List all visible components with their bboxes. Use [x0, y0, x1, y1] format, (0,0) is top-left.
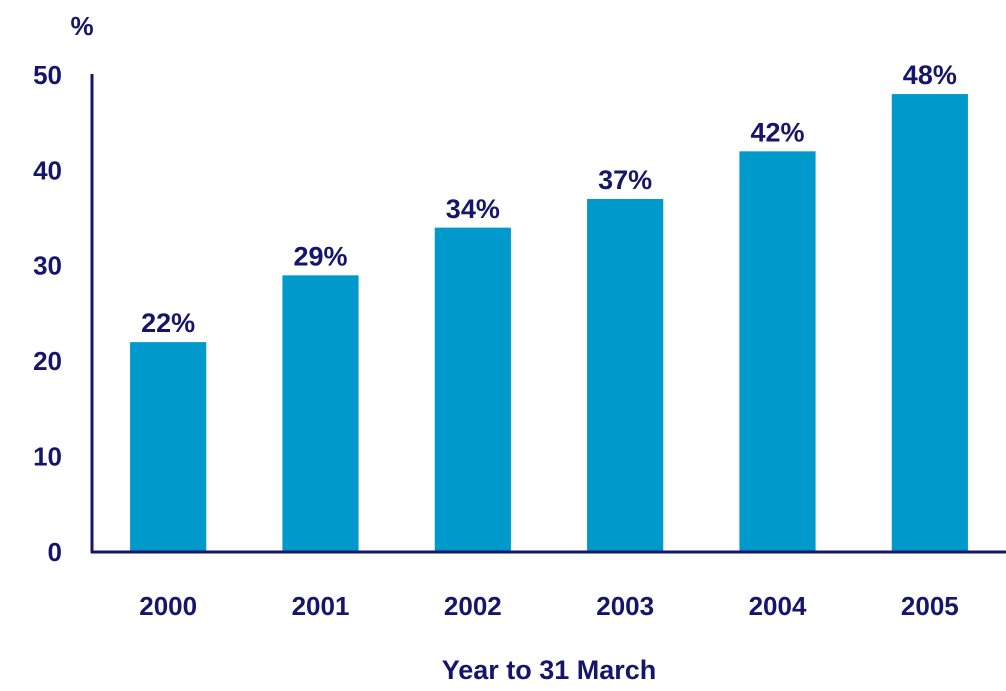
y-tick-label: 50	[33, 60, 62, 90]
y-tick-label: 30	[33, 251, 62, 281]
plot-area	[130, 94, 968, 552]
bar	[891, 94, 968, 552]
value-label: 42%	[750, 117, 804, 147]
y-tick-label: 20	[33, 346, 62, 376]
y-unit-label: %	[70, 11, 93, 41]
bar	[282, 275, 359, 552]
x-tick-label: 2001	[292, 591, 350, 621]
x-tick-label: 2002	[444, 591, 502, 621]
x-tick-label: 2003	[596, 591, 654, 621]
bar	[434, 227, 511, 552]
bar	[130, 342, 207, 552]
y-tick-label: 40	[33, 155, 62, 185]
value-label: 22%	[141, 308, 195, 338]
bar	[739, 151, 816, 552]
value-label: 37%	[598, 165, 652, 195]
value-label: 48%	[903, 60, 957, 90]
value-label: 34%	[446, 194, 500, 224]
x-axis-label: Year to 31 March	[442, 655, 657, 685]
x-tick-label: 2000	[139, 591, 197, 621]
y-tick-label: 0	[48, 537, 62, 567]
bar	[587, 199, 664, 552]
x-tick-label: 2005	[901, 591, 959, 621]
y-tick-label: 10	[33, 441, 62, 471]
x-tick-label: 2004	[749, 591, 807, 621]
value-label: 29%	[293, 241, 347, 271]
